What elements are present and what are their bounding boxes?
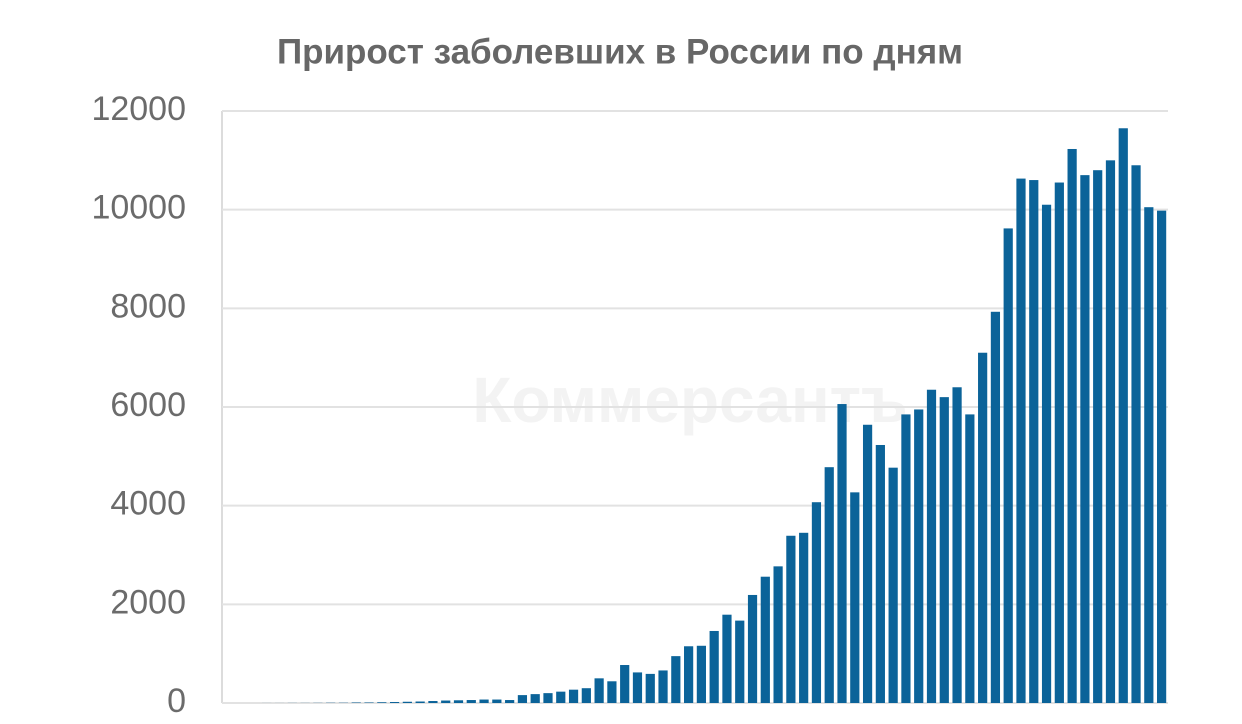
bar <box>479 699 489 703</box>
bar <box>594 678 604 703</box>
bar <box>837 404 847 703</box>
bar <box>428 701 438 703</box>
y-tick-label: 12000 <box>91 90 186 128</box>
bar <box>952 387 962 703</box>
bar <box>658 670 668 703</box>
bar <box>377 702 387 703</box>
bar <box>1054 182 1064 704</box>
bar <box>786 535 796 703</box>
y-tick-label: 8000 <box>110 287 186 325</box>
bar <box>939 397 949 703</box>
bar <box>926 389 937 703</box>
bar <box>543 693 553 703</box>
bar <box>773 566 783 703</box>
bar <box>696 645 706 703</box>
y-tick-label: 2000 <box>110 583 186 621</box>
bar <box>990 311 1001 703</box>
bar <box>530 694 540 703</box>
bar <box>1003 228 1013 703</box>
bar <box>722 614 732 703</box>
bar <box>671 656 681 703</box>
bar <box>415 701 425 703</box>
bar <box>747 594 758 703</box>
bar <box>505 700 515 703</box>
bar <box>735 620 745 703</box>
bar <box>1157 210 1167 704</box>
bar <box>1131 165 1141 703</box>
bar <box>607 681 617 703</box>
bar <box>1080 175 1090 704</box>
bar <box>760 576 770 703</box>
y-tick-label: 4000 <box>110 485 186 523</box>
bar <box>517 695 528 703</box>
bar <box>978 352 988 703</box>
y-tick-label: 6000 <box>110 386 186 424</box>
bar <box>645 673 655 703</box>
bar <box>1144 207 1154 703</box>
bar <box>556 691 566 703</box>
bar <box>466 700 476 703</box>
bar <box>402 701 412 703</box>
bar <box>620 665 630 703</box>
watermark: Коммерсантъ <box>472 364 907 436</box>
bar <box>1029 180 1039 704</box>
bar <box>824 467 834 703</box>
bar <box>901 414 911 703</box>
bar <box>888 467 898 703</box>
bar <box>709 630 719 703</box>
bar <box>914 409 924 703</box>
bar <box>1067 148 1077 703</box>
bar <box>632 672 643 703</box>
bar <box>581 688 591 703</box>
bar <box>1016 178 1026 703</box>
bar <box>1105 160 1116 704</box>
y-tick-label: 0 <box>167 682 186 720</box>
bar <box>1041 204 1052 703</box>
bar <box>799 532 809 703</box>
bar <box>965 414 975 703</box>
bar <box>811 502 822 703</box>
bar <box>568 689 579 703</box>
bar <box>850 492 860 703</box>
bar <box>453 700 464 703</box>
bar <box>492 699 502 703</box>
bar <box>684 646 694 703</box>
bar <box>862 424 873 703</box>
bar <box>1118 128 1128 703</box>
bar <box>875 444 885 703</box>
y-tick-label: 10000 <box>91 189 186 227</box>
chart-title: Прирост заболевших в России по дням <box>277 32 963 71</box>
bar <box>1093 170 1103 703</box>
bar <box>441 700 451 703</box>
bar <box>389 702 400 703</box>
